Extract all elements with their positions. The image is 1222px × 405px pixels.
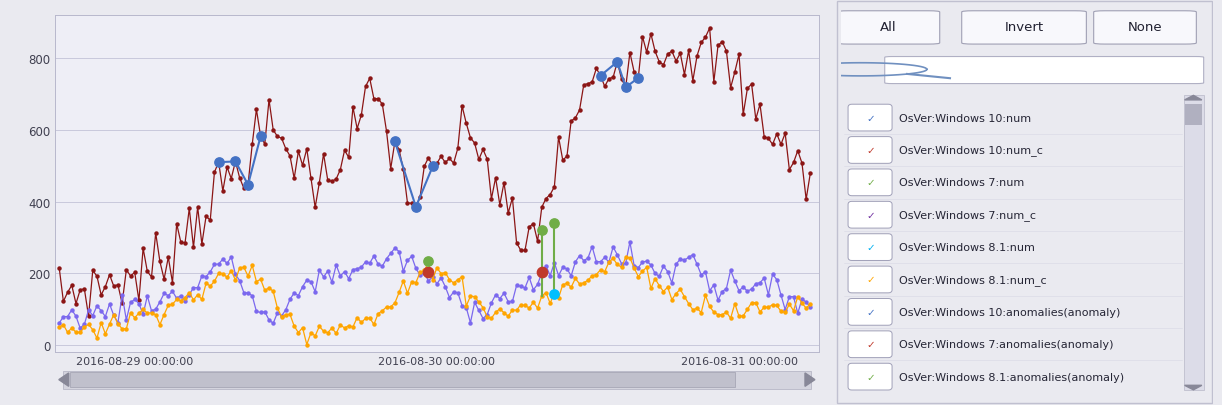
- Text: ✓: ✓: [866, 243, 875, 252]
- Text: OsVer:Windows 8.1:num_c: OsVer:Windows 8.1:num_c: [899, 274, 1047, 285]
- Point: [238, 182, 258, 188]
- FancyBboxPatch shape: [848, 299, 892, 326]
- FancyBboxPatch shape: [1094, 12, 1196, 45]
- Point: [607, 60, 627, 66]
- Text: OsVer:Windows 7:num_c: OsVer:Windows 7:num_c: [899, 210, 1036, 221]
- FancyBboxPatch shape: [848, 266, 892, 293]
- Point: [226, 159, 246, 165]
- Text: ✓: ✓: [866, 307, 875, 317]
- Text: ✓: ✓: [866, 113, 875, 123]
- Text: OsVer:Windows 10:num: OsVer:Windows 10:num: [899, 113, 1031, 123]
- Text: OsVer:Windows 8.1:num: OsVer:Windows 8.1:num: [899, 243, 1035, 252]
- Text: ✓: ✓: [866, 275, 875, 285]
- FancyBboxPatch shape: [848, 363, 892, 390]
- Point: [251, 134, 270, 140]
- Point: [532, 269, 551, 275]
- Point: [545, 291, 565, 298]
- Text: All: All: [880, 21, 897, 34]
- Text: OsVer:Windows 8.1:anomalies(anomaly): OsVer:Windows 8.1:anomalies(anomaly): [899, 372, 1124, 382]
- Point: [532, 228, 551, 234]
- FancyBboxPatch shape: [848, 170, 892, 196]
- Text: OsVer:Windows 7:anomalies(anomaly): OsVer:Windows 7:anomalies(anomaly): [899, 339, 1114, 350]
- Polygon shape: [1184, 386, 1202, 390]
- Bar: [1184, 96, 1204, 390]
- FancyBboxPatch shape: [848, 105, 892, 132]
- Point: [423, 164, 442, 170]
- Text: ✓: ✓: [866, 178, 875, 188]
- FancyBboxPatch shape: [962, 12, 1086, 45]
- Text: None: None: [1128, 21, 1162, 34]
- Text: OsVer:Windows 7:num: OsVer:Windows 7:num: [899, 178, 1024, 188]
- Point: [406, 204, 425, 211]
- Text: ✓: ✓: [866, 210, 875, 220]
- Text: Invert: Invert: [1004, 21, 1044, 34]
- Point: [628, 75, 648, 82]
- FancyBboxPatch shape: [848, 234, 892, 261]
- Text: ✓: ✓: [866, 339, 875, 350]
- Point: [616, 85, 635, 91]
- Point: [419, 258, 439, 265]
- FancyBboxPatch shape: [885, 58, 1204, 84]
- Text: ✓: ✓: [866, 146, 875, 156]
- FancyBboxPatch shape: [837, 12, 940, 45]
- FancyBboxPatch shape: [848, 331, 892, 358]
- Polygon shape: [1184, 96, 1202, 101]
- Point: [209, 160, 229, 166]
- FancyBboxPatch shape: [848, 137, 892, 164]
- Text: ✓: ✓: [866, 372, 875, 382]
- Polygon shape: [59, 373, 68, 386]
- Point: [419, 269, 439, 275]
- Bar: [62, 371, 811, 389]
- Point: [545, 220, 565, 227]
- Polygon shape: [805, 373, 815, 386]
- Bar: [71, 372, 734, 388]
- FancyBboxPatch shape: [848, 202, 892, 228]
- Bar: [1184, 105, 1202, 126]
- Text: OsVer:Windows 10:num_c: OsVer:Windows 10:num_c: [899, 145, 1044, 156]
- Point: [385, 139, 404, 145]
- Point: [590, 73, 610, 80]
- Text: OsVer:Windows 10:anomalies(anomaly): OsVer:Windows 10:anomalies(anomaly): [899, 307, 1121, 317]
